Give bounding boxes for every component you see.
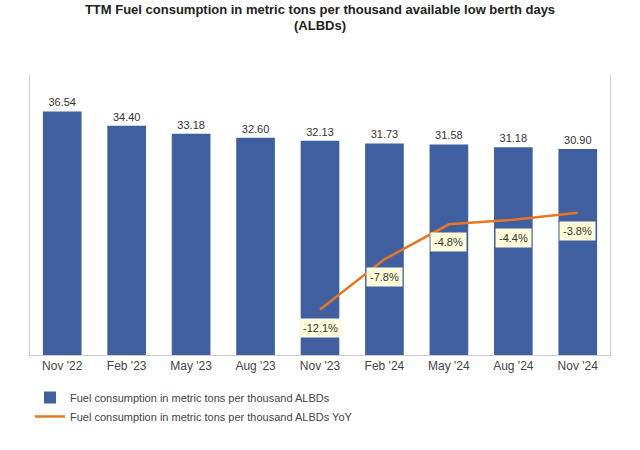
svg-text:Feb '23: Feb '23: [107, 359, 147, 373]
svg-text:32.60: 32.60: [242, 123, 270, 135]
svg-text:-7.8%: -7.8%: [370, 271, 399, 283]
svg-text:-4.8%: -4.8%: [434, 236, 463, 248]
svg-text:Fuel consumption in metric ton: Fuel consumption in metric tons per thou…: [70, 392, 330, 404]
svg-text:TTM Fuel consumption in metric: TTM Fuel consumption in metric tons per …: [85, 2, 555, 34]
svg-text:Feb '24: Feb '24: [365, 359, 405, 373]
svg-text:Aug '24: Aug '24: [493, 359, 534, 373]
svg-text:May '23: May '23: [170, 359, 212, 373]
svg-text:31.58: 31.58: [435, 129, 463, 141]
svg-text:31.18: 31.18: [500, 132, 528, 144]
svg-text:31.73: 31.73: [371, 128, 399, 140]
svg-text:30.90: 30.90: [564, 134, 592, 146]
svg-text:32.13: 32.13: [306, 126, 334, 138]
svg-text:34.40: 34.40: [113, 111, 141, 123]
svg-text:-12.1%: -12.1%: [303, 322, 338, 334]
svg-text:Nov '24: Nov '24: [558, 359, 599, 373]
svg-text:Nov '23: Nov '23: [300, 359, 341, 373]
svg-text:-4.4%: -4.4%: [499, 232, 528, 244]
svg-text:May '24: May '24: [428, 359, 470, 373]
svg-text:36.54: 36.54: [48, 96, 76, 108]
svg-text:Aug '23: Aug '23: [235, 359, 276, 373]
svg-text:33.18: 33.18: [177, 119, 205, 131]
svg-text:Nov '22: Nov '22: [42, 359, 83, 373]
svg-text:-3.8%: -3.8%: [563, 225, 592, 237]
svg-text:Fuel consumption in metric ton: Fuel consumption in metric tons per thou…: [70, 411, 353, 423]
